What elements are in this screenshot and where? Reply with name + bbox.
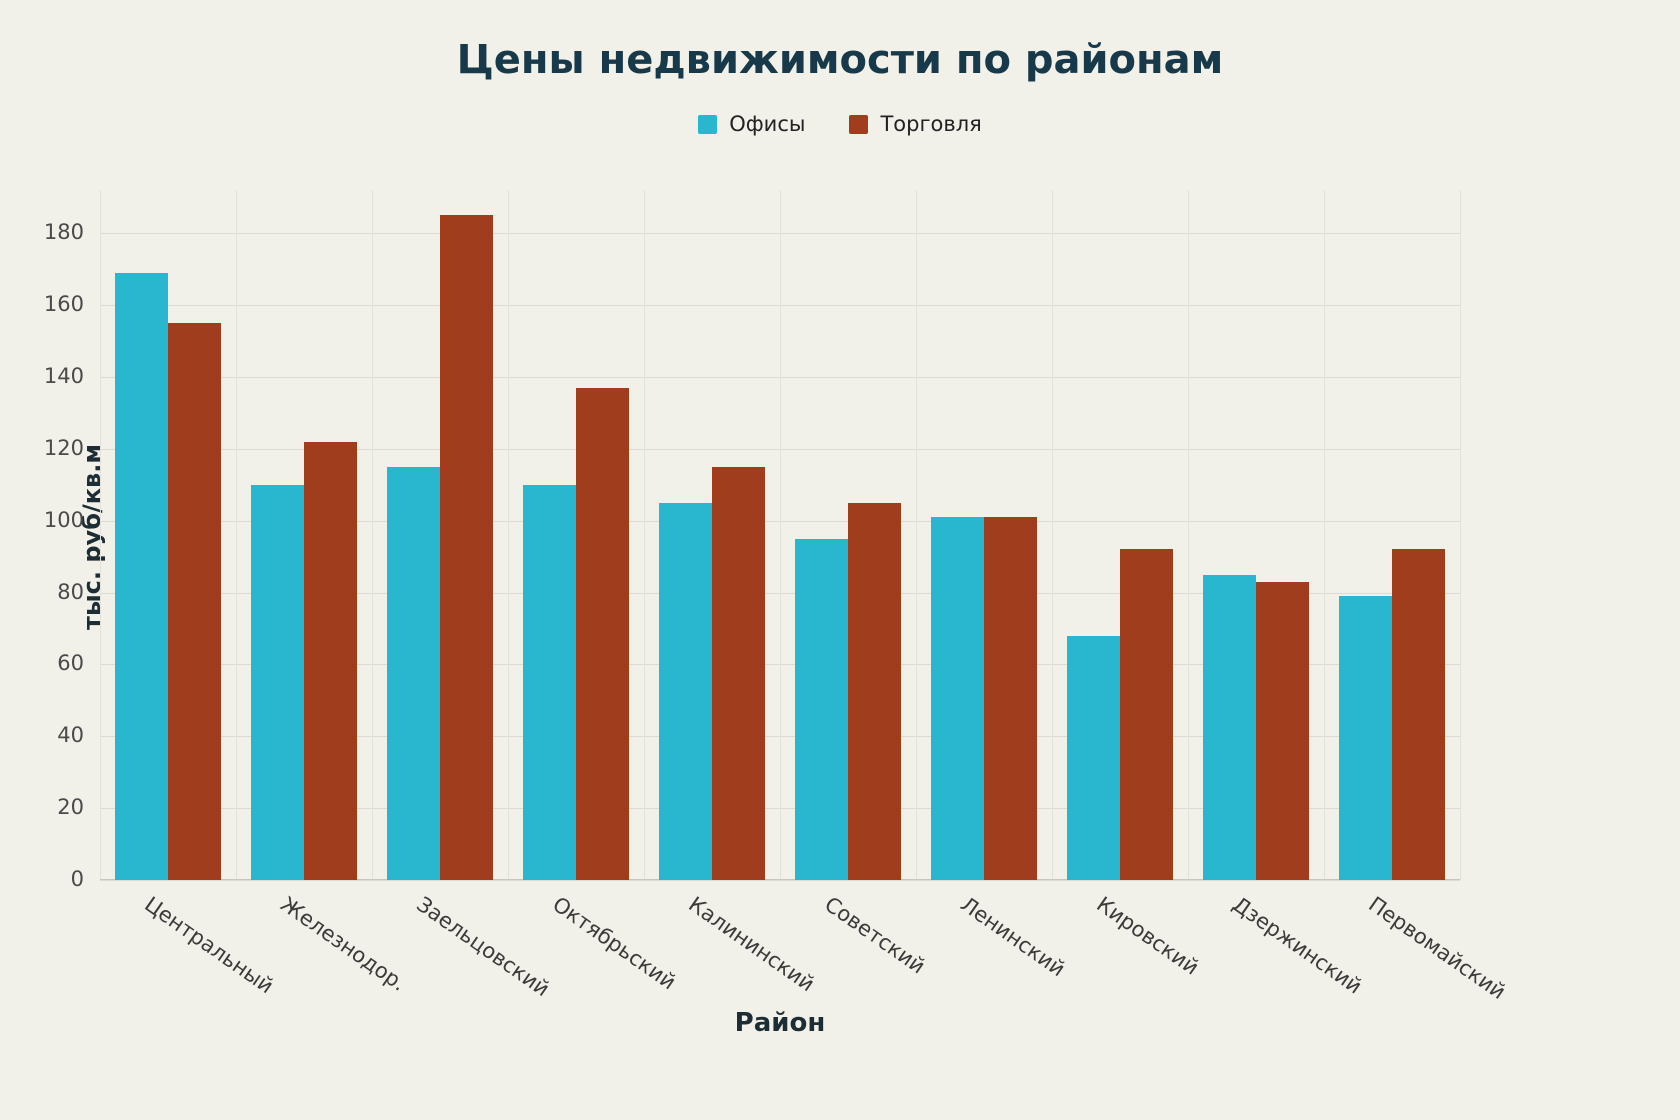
legend-label-offices: Офисы [729, 112, 806, 136]
bar [168, 322, 221, 880]
y-tick-label: 100 [43, 507, 84, 532]
chart-area: тыс. руб/кв.м 0 20 40 60 80 100 120 140 160 180 Це… [44, 190, 1510, 1038]
x-tick-label: Дзержинский [1228, 892, 1367, 999]
gridline [100, 880, 1460, 881]
bar [304, 441, 357, 880]
gridline [916, 190, 917, 880]
bar [1203, 574, 1256, 880]
gridline [1460, 190, 1461, 880]
bar [931, 517, 984, 880]
x-tick-label: Октябрьский [548, 892, 681, 995]
x-tick-label: Железнодор. [276, 892, 411, 996]
chart-title: Цены недвижимости по районам [456, 37, 1224, 83]
bar [440, 215, 493, 880]
x-tick-label: Кировский [1092, 892, 1204, 980]
x-tick-label: Советский [820, 892, 930, 979]
bar [1120, 549, 1173, 880]
y-tick-label: 140 [43, 363, 84, 388]
bar [659, 502, 712, 880]
legend-label-retail: Торговля [880, 112, 982, 136]
bar [795, 538, 848, 880]
y-tick-label: 120 [43, 435, 84, 460]
x-axis-line [100, 879, 1460, 880]
y-tick-label: 80 [57, 579, 84, 604]
bar [1392, 549, 1445, 880]
bar [576, 387, 629, 880]
y-tick-label: 180 [43, 220, 84, 245]
x-tick-label: Заельцовский [412, 892, 554, 1002]
gridline [100, 190, 101, 880]
x-axis-title: Район [734, 1008, 826, 1038]
x-tick-label: Ленинский [956, 892, 1070, 982]
y-tick-label: 0 [70, 867, 84, 891]
bar [712, 466, 765, 880]
gridline [372, 190, 373, 880]
bar [387, 466, 440, 880]
gridline [1188, 190, 1189, 880]
y-tick-label: 20 [57, 795, 84, 820]
bar [848, 502, 901, 880]
legend-item-retail[interactable]: Торговля [849, 112, 982, 136]
x-tick-label: Калининский [684, 892, 819, 997]
gridline [780, 190, 781, 880]
legend-swatch-retail-icon [849, 114, 869, 134]
gridline [1324, 190, 1325, 880]
bar [523, 484, 576, 880]
plot-area: 0 20 40 60 80 100 120 140 160 180 Центральный Желез… [44, 190, 1510, 1004]
bar [1256, 581, 1309, 880]
legend: Офисы Торговля [0, 112, 1680, 136]
y-tick-label: 40 [57, 723, 84, 748]
y-tick-label: 60 [57, 651, 84, 676]
gridline [644, 190, 645, 880]
gridline [236, 190, 237, 880]
legend-swatch-offices-icon [698, 114, 718, 134]
bar [1339, 596, 1392, 880]
bar [115, 272, 168, 880]
legend-item-offices[interactable]: Офисы [698, 112, 805, 136]
x-tick-label: Центральный [140, 892, 278, 999]
bar [984, 517, 1037, 880]
gridline [508, 190, 509, 880]
x-tick-label: Первомайский [1364, 892, 1511, 1005]
gridline [1052, 190, 1053, 880]
y-tick-label: 160 [43, 292, 84, 316]
bar [251, 484, 304, 880]
bar [1067, 635, 1120, 880]
